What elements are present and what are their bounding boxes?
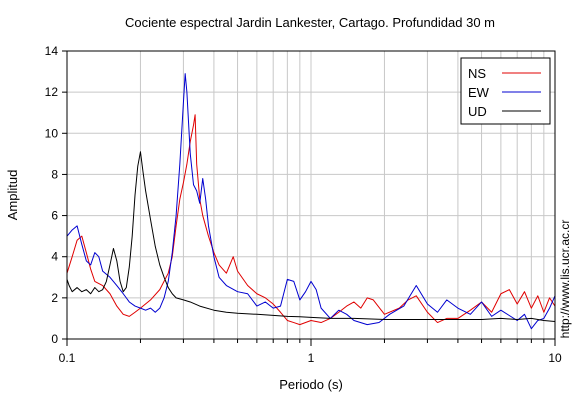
axis-ticks: 0 2 4 6 8 10 12 14 0.1 1 10 [45,44,562,365]
y-tick-label: 0 [51,332,58,346]
y-tick-label: 2 [51,291,58,305]
y-tick-label: 6 [51,209,58,223]
side-note-url: http://www.lis.ucr.ac.cr [558,220,572,339]
series-line-ew [66,73,556,330]
legend-label-ud: UD [468,104,487,119]
legend-label-ns: NS [468,66,486,81]
x-tick-label: 0.1 [59,351,76,365]
series-line-ns [66,114,556,326]
chart-title: Cociente espectral Jardin Lankester, Car… [125,15,495,30]
legend-box [460,57,551,125]
y-tick-label: 8 [51,167,58,181]
y-tick-label: 12 [45,85,59,99]
x-axis-label: Periodo (s) [279,377,343,392]
y-tick-label: 4 [51,250,58,264]
y-axis-label: Amplitud [5,170,20,221]
series-lines [66,73,556,330]
series-line-ud [66,151,556,323]
legend: NS EW UD [460,57,551,125]
x-tick-label: 10 [548,351,562,365]
x-tick-label: 1 [308,351,315,365]
y-tick-label: 14 [45,44,59,58]
legend-label-ew: EW [468,85,490,100]
y-tick-label: 10 [45,126,59,140]
